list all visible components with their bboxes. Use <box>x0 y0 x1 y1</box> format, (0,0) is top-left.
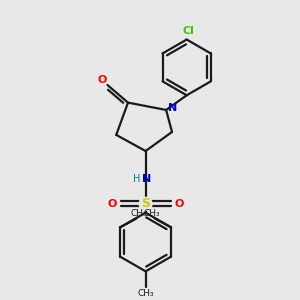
Text: O: O <box>107 199 116 209</box>
Text: CH₃: CH₃ <box>131 209 148 218</box>
Text: O: O <box>175 199 184 209</box>
Text: H: H <box>133 175 140 184</box>
Circle shape <box>139 197 152 210</box>
Text: CH₃: CH₃ <box>144 209 160 218</box>
Text: N: N <box>168 103 177 112</box>
Text: O: O <box>98 75 107 85</box>
Text: Cl: Cl <box>182 26 194 36</box>
Text: S: S <box>141 197 150 210</box>
Text: CH₃: CH₃ <box>137 290 154 298</box>
Text: N: N <box>142 175 152 184</box>
